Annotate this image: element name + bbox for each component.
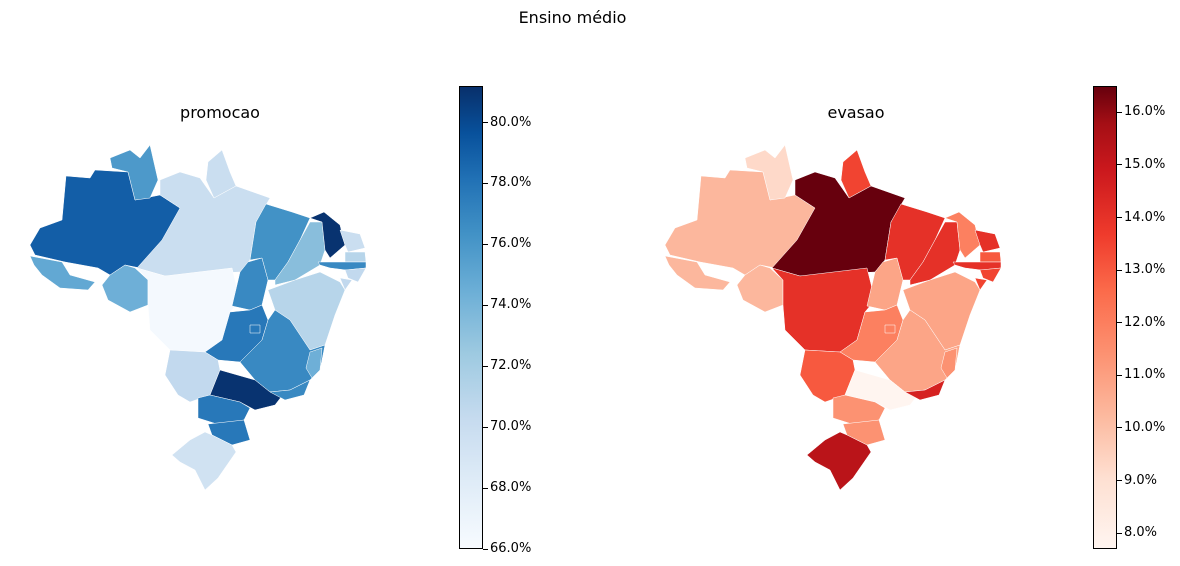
figure-title: Ensino médio [518, 8, 627, 27]
promocao-state-pr [197, 394, 251, 426]
promocao-tick-label: 78.0% [482, 175, 532, 191]
promocao-state-se [339, 277, 353, 291]
evasao-tick-label: 14.0% [1116, 209, 1166, 225]
evasao-state-rn [974, 229, 1001, 253]
promocao-tick-label: 68.0% [482, 480, 532, 496]
evasao-tick-label: 15.0% [1116, 156, 1166, 172]
evasao-state-ce [944, 211, 981, 259]
evasao-state-go [839, 304, 904, 363]
evasao-tick-label: 13.0% [1116, 262, 1166, 278]
promocao-tick-label: 80.0% [482, 114, 532, 130]
evasao-tick-label: 8.0% [1116, 525, 1158, 541]
promocao-map [29, 144, 367, 491]
promocao-title: promocao [180, 103, 260, 122]
promocao-state-es [305, 347, 323, 379]
evasao-state-sc [842, 419, 886, 446]
evasao-state-ac [664, 255, 731, 291]
evasao-tick-label: 16.0% [1116, 104, 1166, 120]
promocao-state-rn [339, 229, 366, 253]
evasao-state-se [974, 277, 988, 291]
evasao-title: evasao [827, 103, 885, 122]
evasao-map [664, 144, 1002, 491]
promocao-state-ce [309, 211, 346, 259]
promocao-state-al [344, 267, 367, 283]
evasao-state-df [884, 324, 896, 334]
promocao-state-df [249, 324, 261, 334]
evasao-state-rj [904, 379, 946, 401]
promocao-state-rr [109, 144, 159, 201]
promocao-state-go [204, 304, 269, 363]
promocao-tick-label: 76.0% [482, 236, 532, 252]
promocao-state-sc [207, 419, 251, 446]
evasao-colorbar [1093, 86, 1117, 549]
evasao-tick-label: 10.0% [1116, 419, 1166, 435]
evasao-state-pi [909, 221, 961, 286]
promocao-state-to [231, 257, 269, 311]
evasao-state-to [866, 257, 904, 311]
promocao-tick-label: 72.0% [482, 358, 532, 374]
promocao-state-rs [171, 431, 237, 491]
promocao-state-pb [344, 251, 367, 263]
promocao-colorbar [459, 86, 483, 549]
evasao-state-al [979, 267, 1002, 283]
promocao-state-pi [274, 221, 326, 286]
promocao-state-ac [29, 255, 96, 291]
promocao-tick-label: 74.0% [482, 297, 532, 313]
evasao-tick-label: 11.0% [1116, 367, 1166, 383]
promocao-tick-label: 66.0% [482, 541, 532, 556]
evasao-state-rs [806, 431, 872, 491]
evasao-tick-label: 12.0% [1116, 314, 1166, 330]
evasao-state-pb [979, 251, 1002, 263]
promocao-tick-label: 70.0% [482, 419, 532, 435]
evasao-state-pr [832, 394, 886, 426]
evasao-state-rr [744, 144, 794, 201]
evasao-tick-label: 9.0% [1116, 472, 1158, 488]
evasao-state-es [940, 347, 958, 379]
promocao-state-rj [269, 379, 311, 401]
